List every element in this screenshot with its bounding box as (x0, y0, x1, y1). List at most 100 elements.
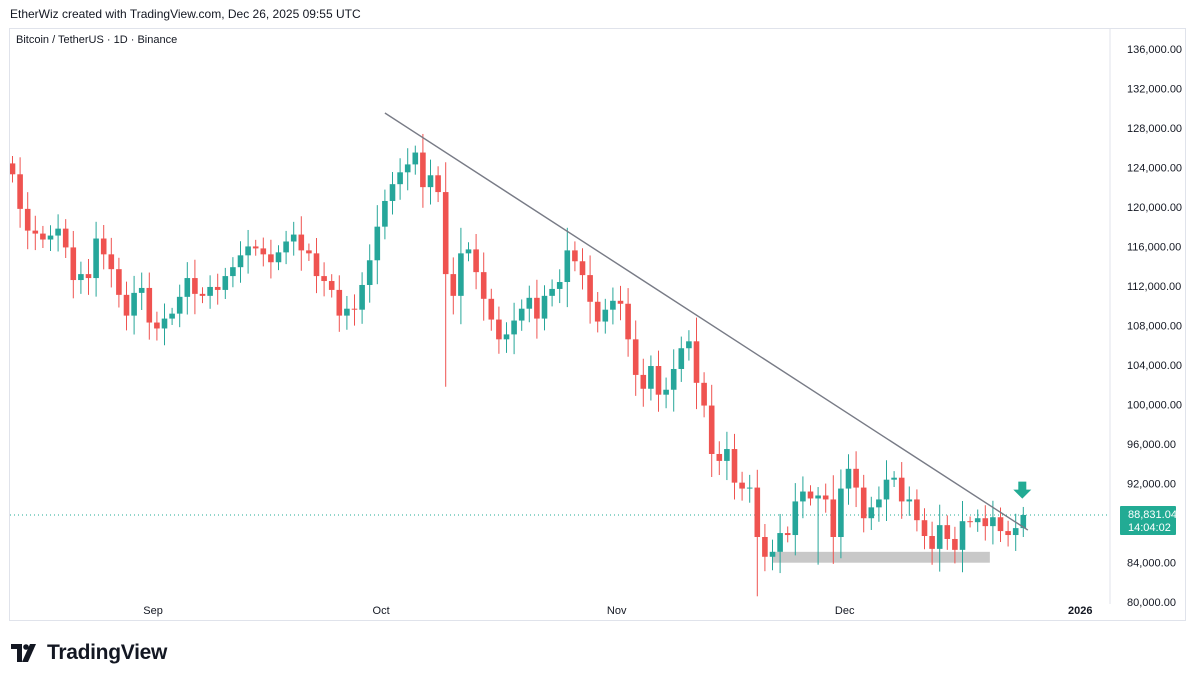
candle-body[interactable] (70, 247, 77, 281)
candle-body[interactable] (708, 405, 715, 454)
candle-body[interactable] (465, 249, 472, 254)
candle-body[interactable] (237, 255, 244, 268)
candle-body[interactable] (138, 287, 145, 293)
candle-body[interactable] (891, 477, 897, 480)
candle-body[interactable] (845, 468, 852, 489)
candle-body[interactable] (85, 274, 92, 279)
candle-body[interactable] (78, 274, 84, 281)
candle-body[interactable] (929, 536, 935, 549)
candle-body[interactable] (731, 449, 738, 483)
candle-body[interactable] (473, 249, 479, 273)
candle-body[interactable] (40, 233, 46, 240)
candle-body[interactable] (663, 389, 669, 395)
candle-body[interactable] (541, 295, 548, 319)
candle-body[interactable] (351, 308, 358, 310)
candle-body[interactable] (701, 382, 707, 406)
candle-body[interactable] (716, 453, 723, 461)
candle-body[interactable] (199, 293, 206, 296)
candle-body[interactable] (116, 269, 122, 295)
candle-body[interactable] (1020, 514, 1027, 529)
candle-body[interactable] (936, 525, 943, 549)
candle-body[interactable] (556, 282, 563, 289)
candle-body[interactable] (192, 278, 198, 294)
candle-body[interactable] (1012, 528, 1019, 536)
candle-body[interactable] (503, 334, 510, 340)
candle-body[interactable] (921, 520, 928, 537)
candle-body[interactable] (214, 286, 221, 290)
candle-body[interactable] (321, 276, 327, 282)
candle-body[interactable] (123, 294, 130, 316)
candle-body[interactable] (93, 238, 99, 279)
candle-body[interactable] (283, 241, 289, 253)
candle-body[interactable] (769, 551, 776, 557)
candle-body[interactable] (184, 278, 191, 297)
candle-body[interactable] (397, 172, 403, 185)
candle-body[interactable] (306, 250, 312, 254)
candle-body[interactable] (549, 288, 555, 296)
candle-body[interactable] (594, 301, 601, 322)
candle-body[interactable] (686, 341, 692, 349)
candle-body[interactable] (298, 234, 305, 251)
candle-body[interactable] (572, 250, 578, 262)
candle-body[interactable] (564, 250, 571, 283)
candle-body[interactable] (518, 308, 525, 321)
candle-body[interactable] (382, 200, 388, 227)
candle-body[interactable] (176, 296, 183, 314)
candle-body[interactable] (724, 449, 730, 461)
candle-body[interactable] (617, 300, 624, 304)
candle-body[interactable] (860, 487, 867, 519)
candle-body[interactable] (800, 491, 806, 502)
candle-body[interactable] (746, 487, 753, 489)
candle-body[interactable] (876, 499, 882, 508)
support-zone[interactable] (772, 551, 990, 563)
candle-body[interactable] (944, 525, 951, 539)
candle-body[interactable] (344, 308, 350, 316)
candle-body[interactable] (252, 246, 259, 249)
candle-body[interactable] (807, 491, 814, 499)
candle-body[interactable] (982, 518, 989, 527)
candle-body[interactable] (161, 318, 168, 329)
candle-body[interactable] (24, 208, 31, 231)
candle-body[interactable] (480, 272, 487, 299)
candle-body[interactable] (898, 477, 905, 502)
candle-body[interactable] (784, 533, 791, 536)
candle-body[interactable] (777, 533, 783, 552)
candle-body[interactable] (359, 284, 365, 310)
tradingview-logo[interactable]: TradingView (11, 641, 167, 665)
candle-body[interactable] (313, 253, 320, 277)
candle-body[interactable] (853, 468, 859, 488)
candle-body[interactable] (328, 281, 335, 290)
candle-body[interactable] (450, 274, 457, 296)
chart-frame[interactable]: 80,000.0084,000.0088,000.0092,000.0096,0… (9, 28, 1186, 621)
candle-body[interactable] (100, 238, 107, 255)
candle-body[interactable] (670, 368, 677, 390)
candle-body[interactable] (32, 230, 39, 234)
candle-body[interactable] (488, 298, 495, 320)
candle-body[interactable] (967, 521, 973, 523)
candle-body[interactable] (442, 192, 449, 275)
candle-body[interactable] (830, 499, 837, 538)
candle-body[interactable] (511, 320, 517, 335)
candle-body[interactable] (990, 517, 996, 527)
candle-body[interactable] (275, 252, 282, 263)
candle-body[interactable] (496, 319, 502, 340)
price-chart[interactable]: 80,000.0084,000.0088,000.0092,000.0096,0… (10, 29, 1187, 622)
candle-body[interactable] (131, 292, 137, 316)
candle-body[interactable] (914, 499, 920, 521)
candle-body[interactable] (868, 507, 875, 519)
candle-body[interactable] (952, 538, 958, 550)
candle-body[interactable] (154, 322, 160, 329)
candle-body[interactable] (420, 152, 426, 188)
candle-body[interactable] (534, 297, 540, 319)
candle-body[interactable] (678, 348, 685, 369)
candle-body[interactable] (1005, 531, 1011, 536)
candle-body[interactable] (739, 482, 745, 489)
candle-body[interactable] (146, 287, 153, 323)
candle-body[interactable] (754, 487, 761, 538)
candle-body[interactable] (108, 254, 115, 270)
candle-body[interactable] (222, 276, 229, 290)
candle-body[interactable] (427, 175, 434, 188)
candle-body[interactable] (245, 246, 251, 256)
candle-body[interactable] (336, 289, 343, 316)
candle-body[interactable] (974, 518, 981, 523)
